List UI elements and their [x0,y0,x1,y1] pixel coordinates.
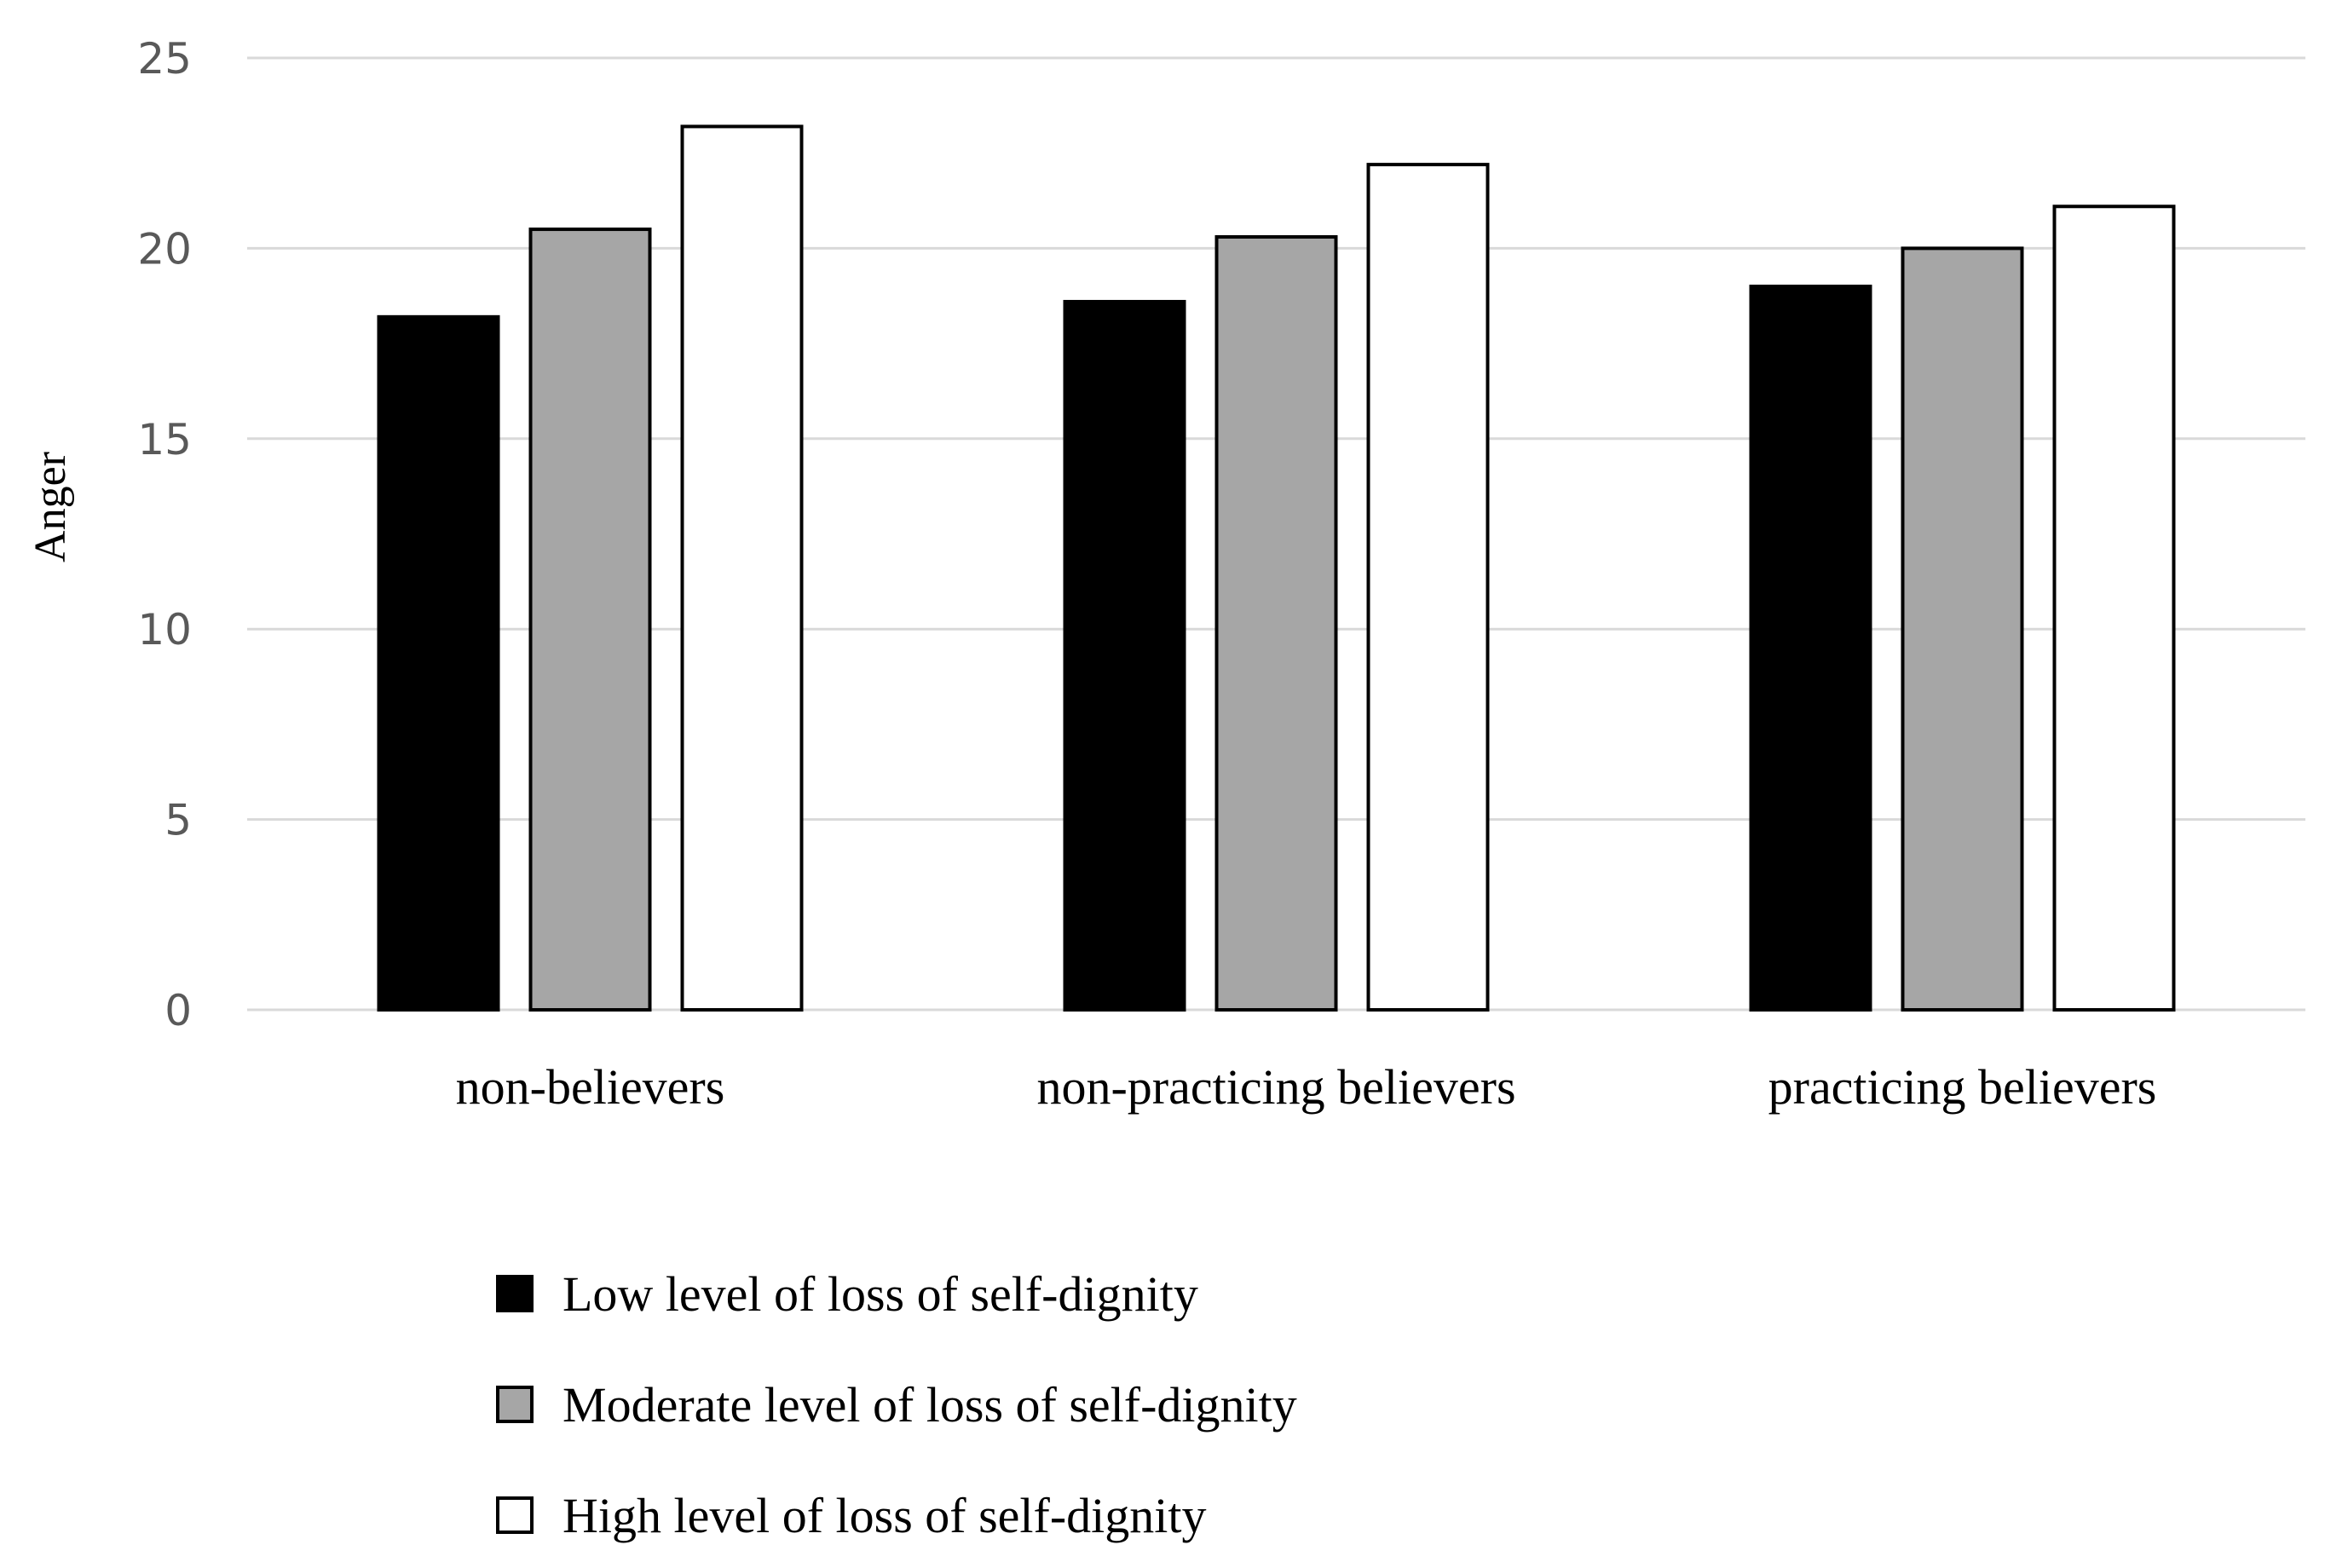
y-tick-label: 5 [164,796,192,845]
y-tick-label: 15 [137,415,192,464]
y-axis-ticks: 0 5 10 15 20 25 [137,34,192,1035]
y-tick-label: 20 [137,224,192,274]
bar-2-0 [1749,285,1872,1012]
bar-0-1 [528,228,652,1012]
bars [377,124,2176,1012]
legend: Low level of loss of self-dignity Moderat… [496,1266,1297,1543]
x-category-label: non-practicing believers [1036,1059,1515,1115]
bar-0-2 [680,124,804,1012]
legend-swatch [496,1496,534,1534]
bar-1-0 [1063,299,1186,1012]
x-category-label: non-believers [456,1059,725,1115]
bar-2-1 [1901,246,2024,1012]
legend-swatch [496,1275,534,1312]
x-axis-categories: non-believers non-practicing believers pra… [456,1059,2157,1115]
bar-1-2 [1366,163,1490,1012]
bar-1-1 [1214,234,1338,1012]
legend-swatch [496,1386,534,1423]
y-tick-label: 10 [137,605,192,654]
legend-label: Moderate level of loss of self-dignity [562,1377,1297,1433]
y-axis-title: Anger [26,452,75,562]
bar-0-0 [377,314,500,1012]
x-category-label: practicing believers [1768,1059,2157,1115]
legend-label: High level of loss of self-dignity [562,1488,1207,1543]
y-tick-label: 0 [164,986,192,1035]
bar-2-2 [2052,205,2176,1012]
legend-label: Low level of loss of self-dignity [562,1266,1198,1322]
y-tick-label: 25 [137,34,192,84]
